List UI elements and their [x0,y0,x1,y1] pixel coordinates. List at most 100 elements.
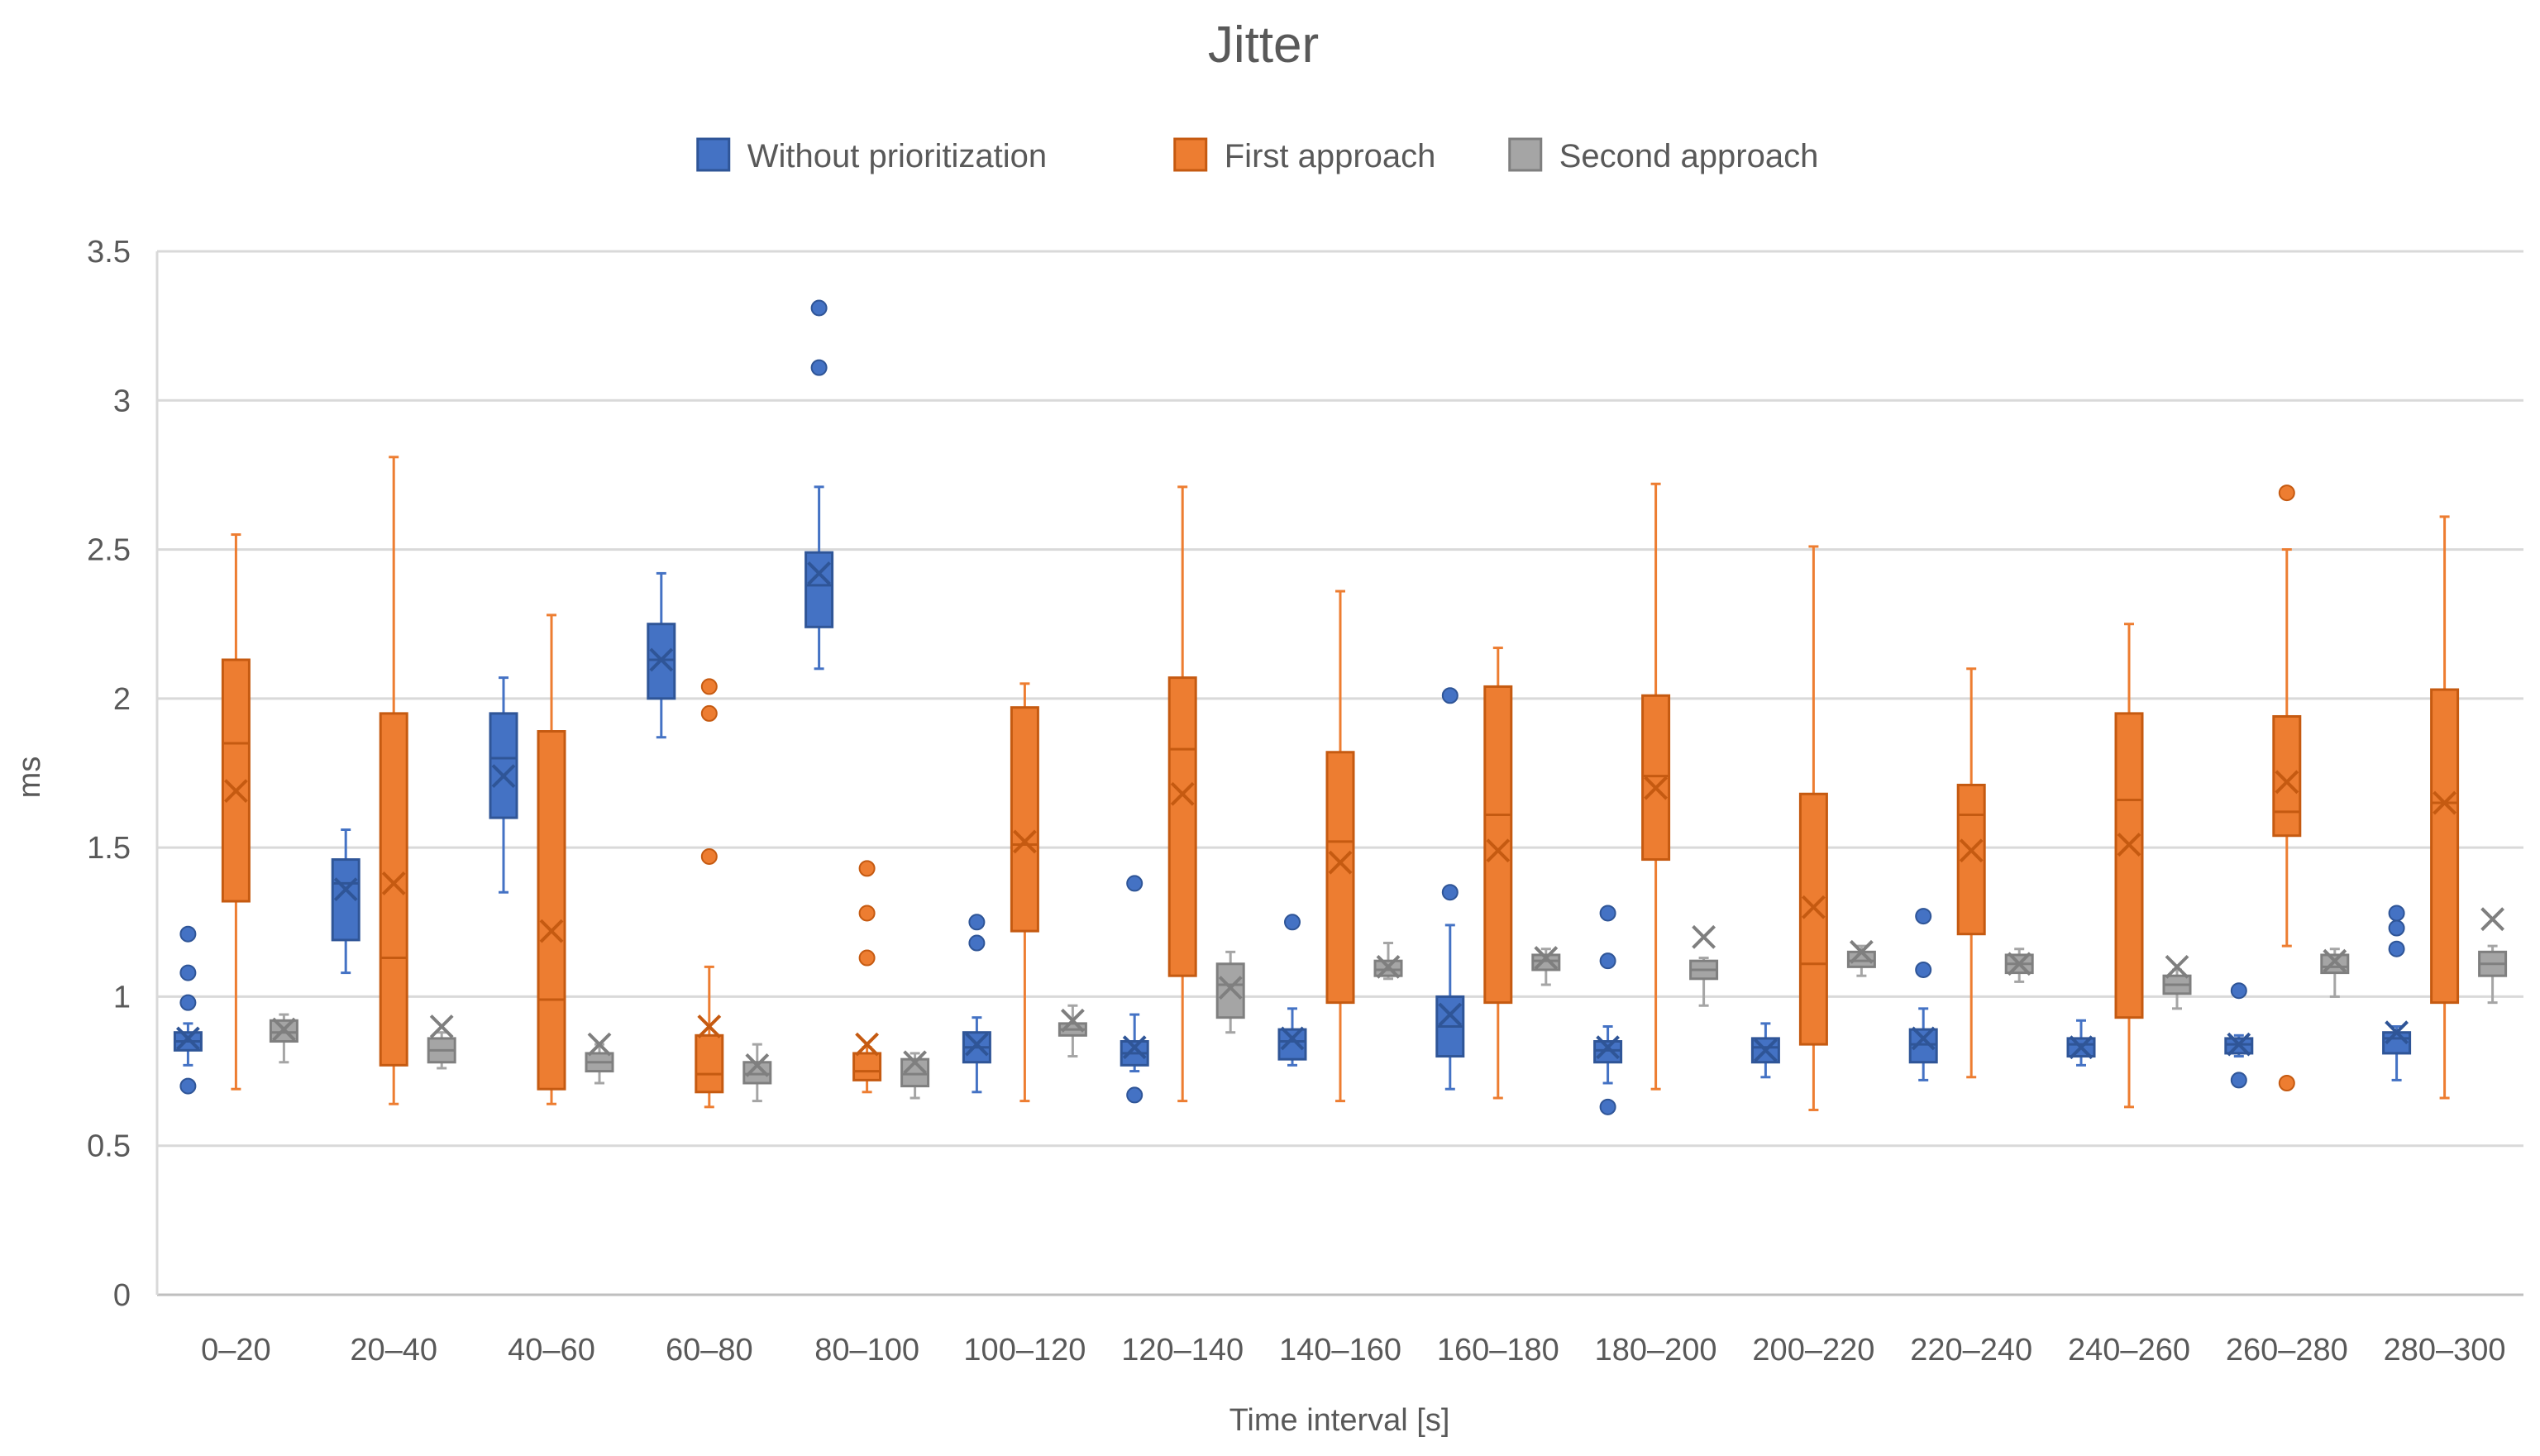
box-plot [269,1013,298,1064]
mean-marker [491,764,516,789]
mean-marker [429,1014,454,1038]
box-plot [1373,942,1403,981]
mean-marker-stroke [175,1026,200,1051]
outlier-point [2388,940,2405,957]
box-plot [2224,982,2254,1089]
box-plot [537,613,566,1105]
mean-marker-stroke [1122,1035,1147,1060]
mean-marker [745,1053,770,1077]
legend-label: Second approach [1559,138,1819,174]
box-plot [1750,1022,1780,1079]
box-iqr [1483,685,1513,1005]
box-plot [647,571,676,739]
chart-title: Jitter [1208,17,1319,74]
box-plot [804,299,834,671]
x-tick-label: 180–200 [1595,1333,1717,1368]
box-plot [695,678,724,1109]
mean-marker-stroke [1692,924,1716,949]
y-tick-label: 3.5 [87,235,131,270]
mean-marker [2480,907,2505,932]
x-tick-label: 280–300 [2384,1333,2506,1368]
y-tick-label: 2.5 [87,533,131,568]
box-plot [2478,907,2508,1005]
outlier-point [179,994,197,1011]
mean-marker [2069,1035,2094,1060]
outlier-point [810,299,828,317]
box-iqr [1277,1028,1307,1061]
box-plot [1120,875,1149,1104]
legend-label: Without prioritization [747,138,1047,174]
mean-marker-stroke [1012,829,1037,854]
outlier-point [858,905,876,922]
box-plot [221,533,251,1091]
outlier-point [1915,961,1932,978]
legend-item: Second approach [1508,137,1819,174]
y-axis-ticks: 0 0.5 1 1.5 2 2.5 3 3.5 [87,235,131,1313]
x-axis-title: Time interval [s] [1229,1403,1450,1438]
outlier-point [2230,982,2247,1000]
box-iqr [852,1052,882,1081]
mean-marker [1122,1035,1147,1060]
mean-marker-stroke [2275,770,2299,795]
outlier-point [179,925,197,943]
mean-marker [2117,833,2141,857]
mean-marker-stroke [2480,907,2505,932]
box-plot [2162,954,2192,1010]
box-plot [1277,914,1307,1067]
box-plot [2382,905,2412,1081]
mean-marker-stroke [2007,952,2032,976]
outlier-point [858,860,876,877]
mean-marker [855,1032,880,1057]
y-tick-label: 1.5 [87,831,131,866]
mean-marker [1534,946,1559,970]
y-tick-label: 1 [113,980,131,1014]
mean-marker [587,1032,612,1057]
legend: Without prioritization First approach Seco… [696,137,1819,174]
box-plot [2004,948,2034,983]
series-second-approach [269,907,2508,1103]
mean-marker [1644,776,1669,800]
mean-marker-stroke [491,764,516,789]
y-tick-label: 0.5 [87,1129,131,1164]
outlier-point [2388,905,2405,922]
box-iqr [2430,688,2460,1005]
mean-marker [1218,976,1243,1000]
box-plot [585,1032,614,1085]
box-iqr [2114,712,2144,1019]
x-tick-label: 0–20 [201,1333,271,1368]
box-iqr [379,712,408,1067]
y-tick-label: 2 [113,682,131,717]
legend-swatch [1508,137,1543,172]
mean-marker [1753,1038,1778,1062]
box-plot [1531,946,1561,986]
box-plot [1058,1004,1087,1058]
box-plot [1483,647,1513,1100]
box-plot [1010,682,1039,1103]
outlier-point [179,1077,197,1095]
outlier-point [968,914,986,931]
legend-swatch [696,137,731,172]
x-tick-label: 200–220 [1752,1333,1874,1368]
outlier-point [700,847,718,865]
box-iqr [1798,792,1828,1046]
outlier-point [1599,1098,1616,1115]
x-tick-label: 80–100 [814,1333,919,1368]
outlier-point [179,964,197,981]
mean-marker [1692,924,1716,949]
box-plot [1593,905,1623,1115]
mean-marker-stroke [2385,1020,2409,1045]
outlier-point [2278,1074,2295,1091]
series-without-prioritization [173,299,2412,1115]
mean-marker-stroke [745,1053,770,1077]
x-tick-label: 60–80 [666,1333,753,1368]
box-iqr [695,1034,724,1094]
box-plot [1956,667,1986,1079]
mean-marker [1959,838,1984,863]
mean-marker [333,877,358,902]
box-plot [173,925,203,1095]
series-first-approach [221,456,2460,1111]
mean-marker [964,1032,989,1057]
mean-marker-stroke [903,1050,928,1075]
box-plot [1215,950,1245,1034]
